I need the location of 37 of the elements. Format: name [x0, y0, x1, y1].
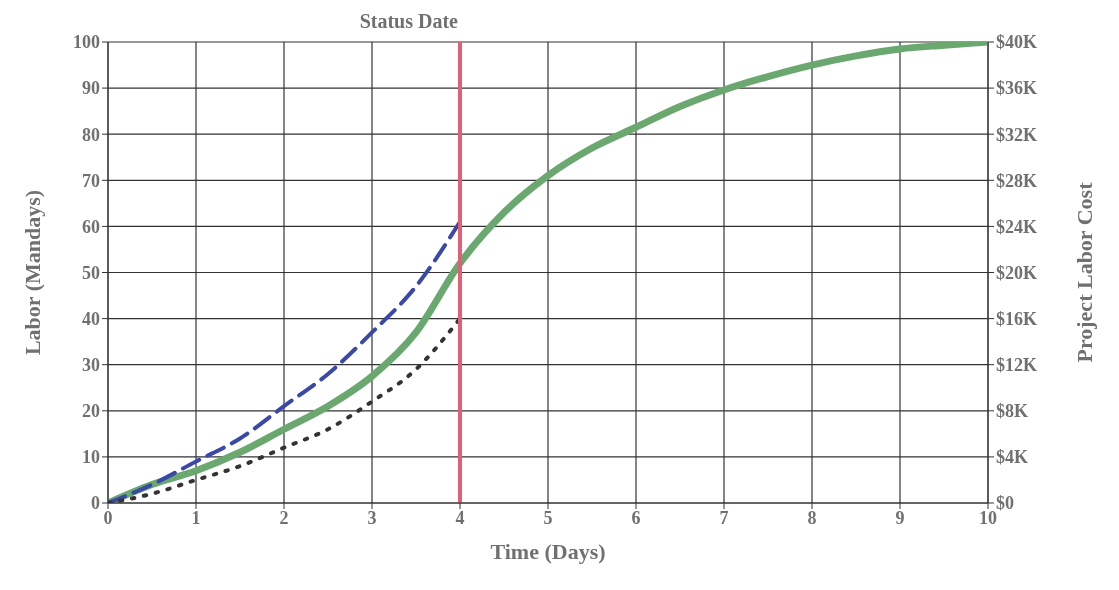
y2-tick-label: $20K [996, 262, 1038, 283]
x-tick-label: 0 [103, 507, 113, 528]
y2-tick-label: $40K [996, 32, 1038, 53]
x-tick-label: 9 [895, 507, 905, 528]
y2-tick-label: $0 [996, 493, 1014, 514]
y-axis-title: Labor (Mandays) [19, 189, 45, 356]
y2-tick-label: $36K [996, 78, 1038, 99]
x-tick-label: 7 [719, 507, 729, 528]
y2-tick-label: $12K [996, 355, 1038, 376]
x-tick-label: 8 [807, 507, 817, 528]
y-tick-label: 70 [82, 170, 100, 191]
x-axis-title: Time (Days) [490, 539, 606, 564]
y-tick-label: 50 [82, 262, 100, 283]
x-tick-label: 5 [543, 507, 553, 528]
y-tick-label: 90 [82, 78, 100, 99]
ref-line-label: Status Date [359, 10, 459, 33]
y2-axis-title: Project Labor Cost [1071, 181, 1097, 363]
x-tick-label: 4 [455, 507, 465, 528]
y-tick-label: 100 [73, 32, 100, 53]
x-tick-label: 10 [979, 507, 997, 528]
x-tick-label: 2 [279, 507, 289, 528]
y2-tick-label: $32K [996, 124, 1038, 145]
y-tick-label: 30 [82, 355, 100, 376]
x-tick-label: 6 [631, 507, 641, 528]
y-tick-label: 20 [82, 401, 100, 422]
y-tick-label: 0 [91, 493, 100, 514]
y2-tick-label: $8K [996, 401, 1029, 422]
y-tick-label: 80 [82, 124, 100, 145]
y2-tick-label: $4K [996, 447, 1029, 468]
x-tick-label: 3 [367, 507, 377, 528]
x-tick-label: 1 [191, 507, 201, 528]
y2-tick-label: $24K [996, 216, 1038, 237]
y2-tick-label: $28K [996, 170, 1038, 191]
y-tick-label: 10 [82, 447, 100, 468]
y-tick-label: 40 [82, 308, 100, 329]
y2-tick-label: $16K [996, 308, 1038, 329]
y-tick-label: 60 [82, 216, 100, 237]
